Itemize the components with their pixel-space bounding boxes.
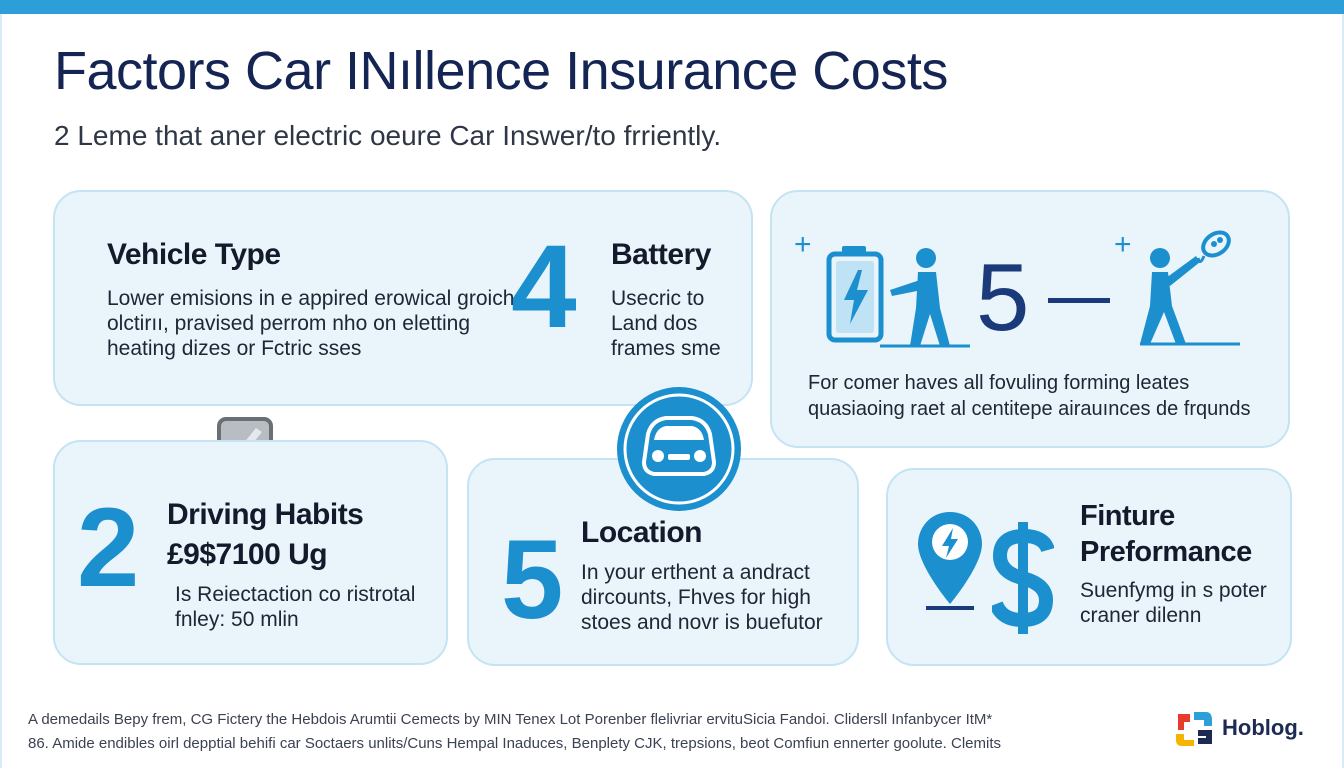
finture-body: Suenfymg in s poter craner dilenn [1080, 579, 1267, 627]
driving-habits-number: 2 [77, 485, 140, 610]
driving-habits-heading: Driving Habits [167, 498, 364, 531]
vehicle-type-body: Lower emisions in e appired erowical gro… [107, 287, 515, 360]
battery-heading: Battery [611, 238, 711, 271]
location-heading: Location [581, 516, 703, 549]
battery-body: Usecric to Land dos frames sme [611, 287, 721, 360]
location-pin-bolt-icon [914, 508, 986, 612]
dash-line-icon [1048, 296, 1110, 304]
dollar-sign-icon [992, 522, 1054, 634]
page-title: Factors Car INıllence Insurance Costs [54, 41, 948, 101]
driving-habits-price: £9$7100 Ug [167, 538, 328, 571]
vehicle-type-heading: Vehicle Type [107, 238, 281, 271]
page-frame [0, 14, 1344, 768]
plus-right-sign: + [1114, 228, 1132, 261]
vehicle-type-card: Vehicle Type Lower emisions in e appired… [53, 190, 753, 406]
person-plugging-icon [880, 246, 970, 350]
footer-note: A demedails Bepy frem, CG Fictery the He… [28, 711, 1002, 752]
brand-name: Hoblog. [1222, 715, 1304, 740]
page-subtitle: 2 Leme that aner electric oeure Car Insw… [54, 120, 722, 151]
battery-panel-body: For comer haves all fovuling forming lea… [808, 372, 1251, 420]
top-accent-bar [0, 0, 1344, 14]
plus-left-sign: + [794, 228, 812, 261]
person-with-plug-icon [1120, 226, 1240, 350]
finture-heading: Finture Preformance [1080, 500, 1252, 568]
brand-logo[interactable]: Hoblog. [1172, 708, 1304, 748]
battery-number: 4 [511, 221, 577, 353]
battery-panel-card: + 5 + For comer haves a [770, 190, 1290, 448]
location-number: 5 [501, 517, 564, 642]
driving-habits-card: 2 Driving Habits £9$7100 Ug Is Reiectact… [53, 440, 448, 665]
car-icon [614, 384, 744, 514]
finture-performance-card: Finture Preformance Suenfymg in s poter … [886, 468, 1292, 666]
battery-panel-number: 5 [976, 244, 1030, 351]
location-body: In your erthent a andract dircounts, Fhv… [581, 561, 823, 634]
battery-charging-icon [824, 244, 886, 344]
brand-mark-icon [1172, 708, 1216, 748]
driving-habits-body: Is Reiectaction co ristrotal fnley: 50 m… [175, 583, 416, 631]
